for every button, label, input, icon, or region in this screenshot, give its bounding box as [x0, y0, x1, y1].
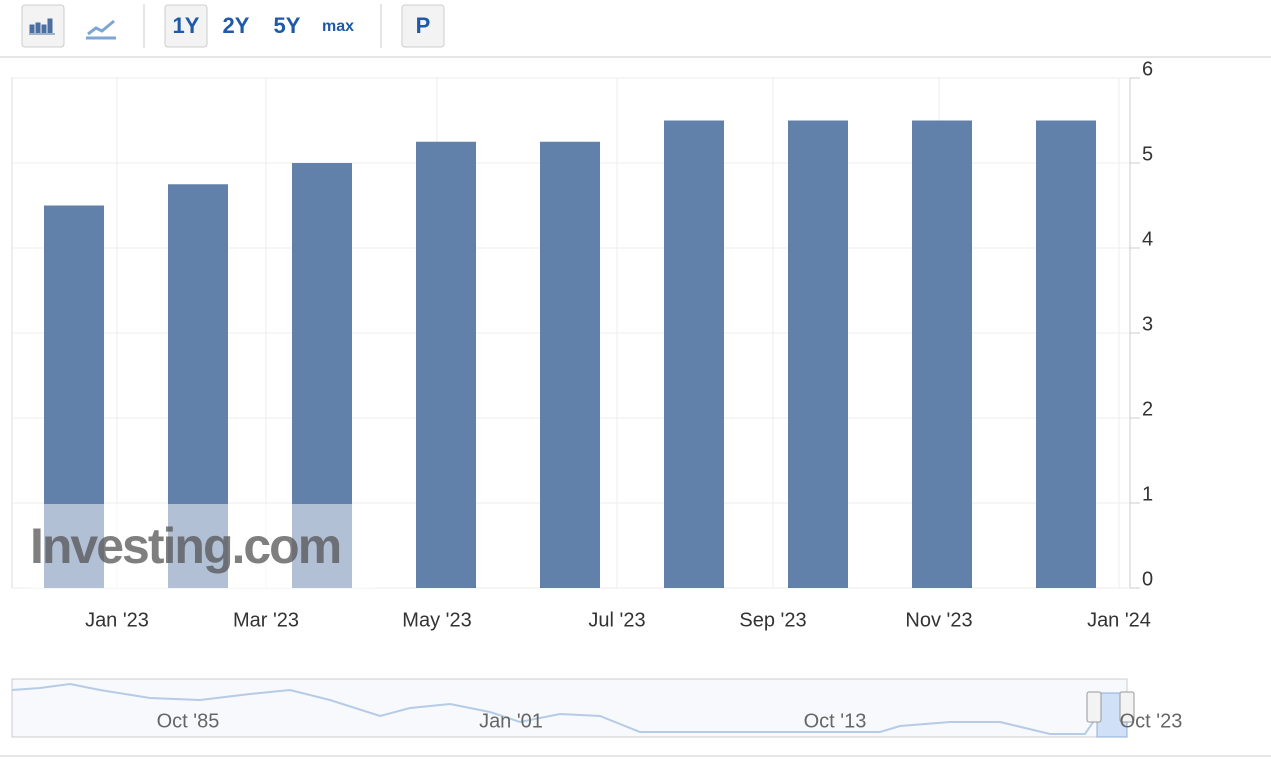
print-button[interactable]: P: [416, 13, 431, 38]
range-button[interactable]: 1Y: [173, 13, 200, 38]
navigator-handle[interactable]: [1119, 691, 1135, 723]
bar: [664, 120, 724, 588]
y-tick-label: 2: [1142, 398, 1153, 420]
range-button[interactable]: max: [322, 18, 354, 35]
x-tick-label: Jul '23: [588, 609, 645, 631]
y-tick-label: 3: [1142, 313, 1153, 335]
navigator-label: Oct '13: [804, 710, 867, 732]
x-tick-label: Sep '23: [739, 609, 806, 631]
navigator-label: Oct '85: [157, 710, 220, 732]
x-tick-label: Nov '23: [905, 609, 972, 631]
navigator-line: [11, 682, 1128, 735]
x-tick-label: Jan '23: [85, 609, 149, 631]
y-tick-label: 4: [1142, 228, 1153, 250]
x-tick-label: Mar '23: [233, 609, 299, 631]
navigator-label: Oct '23: [1120, 710, 1183, 732]
bar: [1036, 120, 1096, 588]
y-tick-label: 0: [1142, 568, 1153, 590]
bar: [788, 120, 848, 588]
navigator: Oct '85 Jan '01 Oct '13 Oct '23: [0, 678, 1271, 757]
bar: [416, 141, 476, 588]
toolbar: P: [0, 4, 1271, 58]
print-button-bg[interactable]: [401, 4, 445, 48]
range-button-bg[interactable]: [164, 4, 208, 48]
navigator-handle[interactable]: [1086, 691, 1102, 723]
range-button[interactable]: 5Y: [274, 13, 301, 38]
watermark: Investing.com: [30, 518, 340, 574]
range-button[interactable]: 2Y: [223, 13, 250, 38]
x-tick-label: Jan '24: [1087, 609, 1151, 631]
bar: [912, 120, 972, 588]
bar: [540, 141, 600, 588]
watermark-bg: [30, 504, 375, 588]
navigator-label: Jan '01: [479, 710, 543, 732]
bar-icon: [29, 18, 55, 35]
navigator-frame: [11, 678, 1128, 738]
x-tick-label: May '23: [402, 609, 471, 631]
line-chart-button[interactable]: [86, 19, 116, 40]
y-tick-label: 1: [1142, 483, 1153, 505]
y-tick-label: 6: [1142, 58, 1153, 80]
y-tick-label: 5: [1142, 143, 1153, 165]
